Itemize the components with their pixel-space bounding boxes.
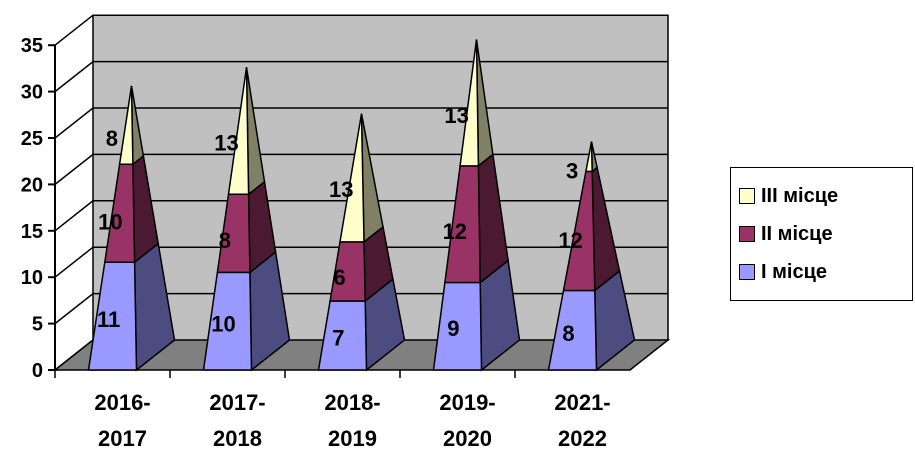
x-tick-label: 2017-2018 — [209, 390, 265, 450]
data-label-ii-place: 6 — [333, 265, 345, 290]
pyramids — [87, 39, 636, 372]
data-label-i-place: 7 — [332, 326, 344, 351]
pyramid-segment-iii-place — [339, 113, 365, 243]
legend-label-ii-place: II місце — [761, 222, 833, 245]
legend-item-ii-place: II місце — [739, 220, 833, 248]
legend-item-iii-place: III місце — [739, 182, 838, 210]
data-label-i-place: 11 — [97, 307, 120, 332]
gridline — [54, 14, 668, 46]
y-tick-label: 35 — [21, 35, 43, 57]
pyramid-segment-iii-place — [118, 85, 134, 166]
y-tick-label: 30 — [21, 82, 43, 104]
legend-swatch-i-place — [739, 264, 755, 280]
y-tick-label: 25 — [21, 128, 43, 150]
x-tick-label: 2018-2019 — [324, 390, 380, 450]
y-tick-label: 10 — [21, 267, 43, 289]
legend-label-iii-place: III місце — [761, 184, 839, 207]
pyramid-segment-iii-place — [584, 141, 593, 173]
y-axis — [48, 44, 516, 378]
data-label-i-place: 8 — [562, 321, 574, 346]
x-tick-label: 2021-2022 — [554, 390, 610, 450]
data-label-ii-place: 8 — [219, 228, 231, 253]
data-label-iii-place: 13 — [214, 131, 238, 156]
data-label-iii-place: 8 — [106, 126, 118, 151]
y-tick-label: 5 — [32, 314, 43, 336]
x-tick-label: 2016-2017 — [94, 390, 150, 450]
legend-swatch-ii-place — [739, 226, 755, 242]
data-label-ii-place: 12 — [558, 228, 582, 253]
x-tick-label: 2019-2020 — [439, 390, 495, 450]
y-tick-label: 15 — [21, 221, 43, 243]
data-label-iii-place: 3 — [566, 158, 578, 183]
pyramid-segment-iii-place — [459, 39, 480, 167]
x-tick-labels: 2016-2017 2017-2018 2018-2019 2019-2020 2021… — [94, 390, 610, 450]
data-label-i-place: 9 — [447, 316, 459, 341]
data-label-iii-place: 13 — [444, 103, 468, 128]
y-tick-label: 20 — [21, 174, 43, 196]
pyramid-segment-iii-place — [227, 67, 250, 196]
legend-item-i-place: I місце — [739, 258, 827, 286]
data-label-i-place: 10 — [211, 312, 235, 337]
legend-swatch-iii-place — [739, 188, 755, 204]
legend-label-i-place: I місце — [761, 260, 828, 283]
data-labels: 11 10 8 10 8 13 7 6 13 9 12 13 8 12 3 — [97, 103, 583, 351]
y-tick-labels: 0 5 10 15 20 25 30 35 — [21, 35, 43, 382]
data-label-iii-place: 13 — [329, 177, 353, 202]
data-label-ii-place: 12 — [443, 219, 467, 244]
data-label-ii-place: 10 — [98, 210, 122, 235]
legend: III місце II місце I місце — [730, 167, 913, 301]
y-tick-label: 0 — [32, 360, 43, 382]
